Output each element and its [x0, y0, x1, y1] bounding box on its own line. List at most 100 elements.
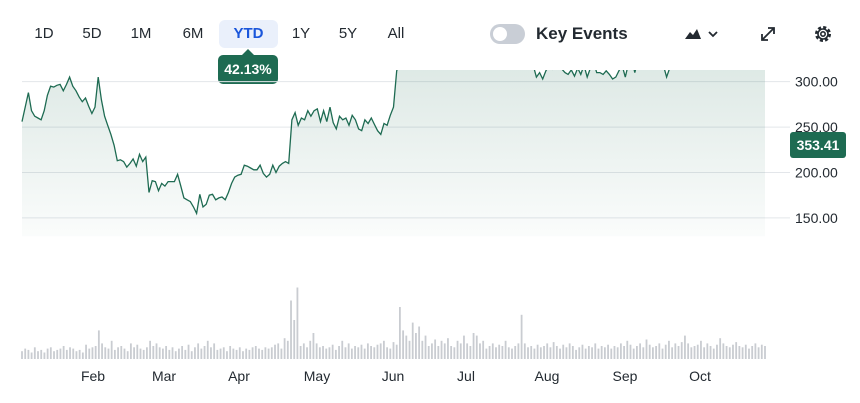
volume-bar [270, 347, 273, 359]
volume-bar [306, 347, 308, 359]
volume-bar [280, 348, 283, 359]
volume-bar [296, 287, 299, 359]
volume-bar [751, 346, 754, 359]
volume-bar [757, 347, 760, 359]
volume-bar [504, 340, 507, 359]
volume-bar [363, 348, 366, 359]
volume-bar [65, 349, 68, 359]
volume-bar [591, 347, 593, 359]
volume-bar [229, 346, 232, 359]
volume-bar [485, 348, 488, 359]
range-tab-6m[interactable]: 6M [182, 25, 204, 42]
volume-bar [155, 343, 158, 359]
volume-bar [88, 348, 91, 359]
volume-bar [318, 347, 321, 359]
range-tab-5d[interactable]: 5D [82, 25, 102, 42]
x-tick-label: Oct [689, 368, 711, 384]
volume-bar [530, 346, 533, 359]
volume-bar [616, 347, 619, 359]
x-tick-label: Jun [382, 368, 405, 384]
x-tick-label: Aug [535, 368, 560, 384]
volume-bar [549, 347, 552, 359]
volume-bar [450, 346, 453, 359]
volume-bar [684, 335, 686, 359]
volume-bar [254, 346, 257, 359]
volume-bar [21, 351, 23, 359]
volume-bar [571, 346, 574, 359]
volume-bar [597, 348, 600, 359]
volume-bar [113, 349, 116, 359]
volume-bar [181, 346, 184, 359]
volume-bar [754, 343, 757, 359]
volume-bar [56, 349, 59, 359]
volume-bar [456, 340, 459, 359]
volume-bar [533, 348, 536, 359]
range-tab-1m[interactable]: 1M [130, 25, 152, 42]
expand-icon [761, 27, 775, 41]
volume-bar [382, 340, 385, 359]
volume-bar [716, 344, 718, 359]
volume-bar [85, 344, 87, 359]
volume-bar [501, 346, 504, 359]
volume-bar [443, 343, 446, 359]
range-tab-1d[interactable]: 1D [34, 25, 54, 42]
volume-bar [584, 348, 587, 359]
y-tick-label: 300.00 [795, 74, 838, 90]
volume-bar [655, 346, 658, 359]
volume-bar [210, 347, 212, 359]
range-tab-all[interactable]: All [387, 25, 405, 42]
volume-bar [72, 348, 75, 359]
volume-bar [341, 340, 344, 359]
volume-bar [350, 348, 353, 359]
volume-bar [277, 343, 280, 359]
volume-bar [568, 343, 571, 359]
volume-bar [587, 346, 590, 359]
volume-bar [190, 351, 193, 359]
volume-bar [706, 343, 709, 359]
volume-bar [366, 343, 369, 359]
volume-bar [360, 344, 363, 359]
volume-bar [411, 322, 414, 359]
volume-bar [725, 346, 728, 359]
volume-bar [325, 348, 328, 359]
volume-bar [539, 347, 542, 359]
range-tab-ytd[interactable]: YTD [219, 20, 278, 48]
volume-bar [696, 344, 699, 359]
volume-bar [49, 347, 52, 359]
volume-bar [664, 344, 667, 359]
volume-bar [642, 347, 645, 359]
volume-bar [623, 346, 625, 359]
range-tab-5y[interactable]: 5Y [338, 25, 358, 42]
chart-type-button[interactable] [682, 22, 722, 46]
volume-bar [491, 343, 494, 359]
range-tab-1y[interactable]: 1Y [291, 25, 311, 42]
volume-bar [357, 347, 360, 359]
volume-bar [744, 344, 747, 359]
key-events-toggle[interactable] [490, 24, 525, 44]
volume-bar [146, 347, 148, 359]
volume-bar [27, 349, 30, 359]
expand-button[interactable] [756, 22, 780, 46]
volume-bar [184, 349, 187, 359]
volume-bar [30, 352, 33, 359]
volume-bar [171, 347, 174, 359]
volume-bar [43, 352, 46, 359]
volume-bar [142, 349, 145, 359]
volume-bar [97, 330, 100, 359]
volume-bar [69, 347, 71, 359]
volume-bar [203, 346, 206, 359]
volume-bar [91, 347, 94, 359]
settings-button[interactable] [811, 22, 835, 46]
volume-bar [415, 333, 417, 359]
volume-bar [488, 346, 491, 359]
volume-bar [120, 346, 123, 359]
x-tick-label: Sep [613, 368, 638, 384]
volume-bar [283, 338, 286, 359]
volume-bar [338, 346, 340, 359]
volume-bar [376, 344, 379, 359]
volume-bar [735, 342, 738, 359]
volume-bar [322, 346, 324, 359]
volume-bar [78, 349, 81, 359]
volume-bar [495, 347, 497, 359]
